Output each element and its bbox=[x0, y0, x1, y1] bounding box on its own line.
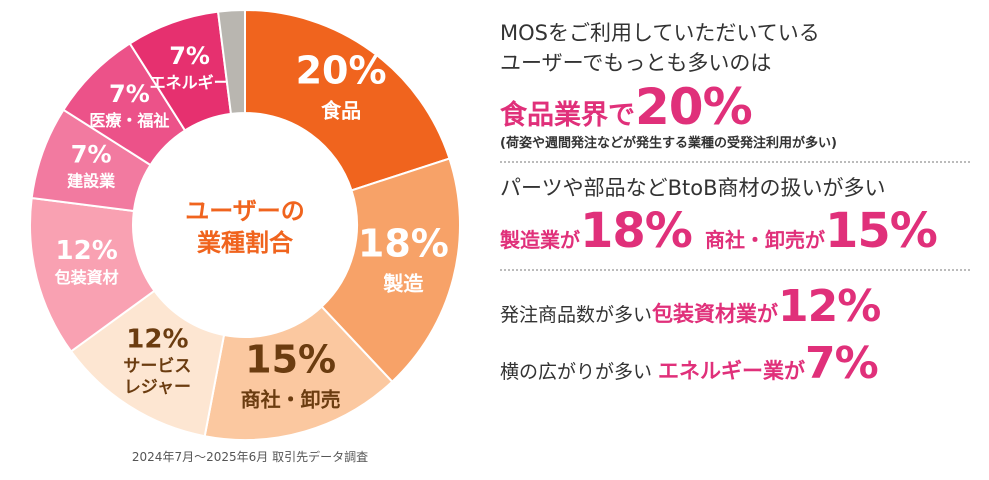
highlight-food: 食品業界で20% bbox=[500, 78, 980, 136]
pie-slice-0 bbox=[244, 8, 451, 192]
intro-text: MOSをご利用していただいている ユーザーでもっとも多いのは bbox=[500, 18, 980, 78]
pie-slice-2 bbox=[203, 305, 394, 441]
slice-value-label: 18% bbox=[358, 221, 449, 265]
highlight-manufacturing-value: 18% bbox=[580, 203, 693, 259]
highlight-packaging-prefix: 発注商品数が多い bbox=[500, 304, 653, 326]
divider bbox=[500, 269, 970, 271]
slice-category-label: 包装資材 bbox=[55, 268, 119, 287]
pie-slice-1 bbox=[320, 157, 461, 384]
slice-category-label: エネルギー bbox=[150, 73, 230, 92]
pie-slice-8 bbox=[216, 8, 246, 116]
center-label: 業種割合 bbox=[197, 229, 294, 257]
highlight-trading-label: 商社・卸売が bbox=[704, 228, 825, 252]
divider bbox=[500, 161, 970, 163]
highlight-food-label: 食品業界で bbox=[500, 100, 635, 131]
intro-line-2: ユーザーでもっとも多いのは bbox=[500, 51, 772, 75]
highlight-energy-prefix: 横の広がりが多い bbox=[500, 361, 653, 383]
highlight-packaging-value: 12% bbox=[778, 281, 881, 332]
slice-value-label: 7% bbox=[169, 42, 210, 70]
summary-panel: MOSをご利用していただいている ユーザーでもっとも多いのは 食品業界で20% … bbox=[500, 12, 980, 389]
slice-category-label: 食品 bbox=[321, 98, 361, 122]
highlight-energy: 横の広がりが多い エネルギー業が7% bbox=[500, 338, 980, 389]
slice-value-label: 7% bbox=[109, 80, 150, 108]
intro-line-1: MOSをご利用していただいている bbox=[500, 21, 820, 45]
highlight-packaging: 発注商品数が多い包装資材業が12% bbox=[500, 281, 980, 332]
slice-category-label: 医療・福祉 bbox=[89, 111, 169, 130]
slice-value-label: 7% bbox=[71, 140, 112, 168]
highlight-food-value: 20% bbox=[635, 78, 753, 136]
slice-category-label: 製造 bbox=[383, 271, 424, 295]
highlight-food-note: (荷姿や週間発注などが発生する業種の受発注利用が多い) bbox=[500, 136, 837, 151]
slice-category-label: サービス bbox=[123, 357, 191, 377]
slice-value-label: 12% bbox=[56, 236, 118, 266]
highlight-trading-value: 15% bbox=[824, 203, 938, 259]
highlight-manufacturing-label: 製造業が bbox=[500, 228, 580, 252]
slice-value-label: 12% bbox=[126, 325, 188, 355]
slice-category-label: 建設業 bbox=[67, 171, 116, 190]
btob-text: パーツや部品などBtoB商材の扱いが多い bbox=[500, 176, 886, 200]
highlight-packaging-label: 包装資材業が bbox=[652, 302, 779, 326]
donut-chart: 20%食品18%製造15%商社・卸売12%サービスレジャー12%包装資材7%建設… bbox=[29, 8, 461, 441]
highlight-energy-value: 7% bbox=[805, 338, 879, 389]
slice-category-label: レジャー bbox=[124, 378, 191, 398]
source-note: 2024年7月〜2025年6月 取引先データ調査 bbox=[131, 450, 369, 464]
slice-category-label: 商社・卸売 bbox=[241, 388, 341, 412]
slice-value-label: 20% bbox=[296, 48, 387, 92]
highlight-energy-label: エネルギー業が bbox=[658, 359, 806, 383]
slice-value-label: 15% bbox=[245, 338, 336, 382]
highlight-manufacturing-trading: 製造業が18% 商社・卸売が15% bbox=[500, 203, 980, 259]
center-label: ユーザーの bbox=[185, 197, 305, 225]
